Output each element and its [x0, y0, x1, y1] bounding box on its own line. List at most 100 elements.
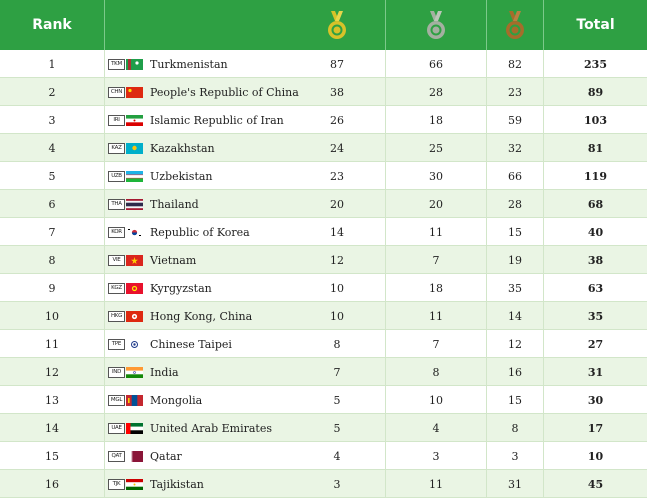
bronze-count: 8	[511, 421, 519, 435]
country-code-badge: VIE	[108, 254, 125, 266]
bronze-medal-icon	[504, 10, 526, 40]
column-divider	[486, 442, 487, 470]
flag-icon	[126, 170, 143, 182]
rank-cell: 4	[48, 141, 56, 155]
rank-cell: 14	[45, 421, 59, 435]
table-row: 13 MGL Mongolia 5 10 15 30	[0, 386, 647, 414]
silver-header	[386, 0, 486, 50]
rank-cell: 2	[48, 85, 56, 99]
gold-count: 8	[333, 337, 341, 351]
column-divider	[486, 386, 487, 414]
flag-icon	[126, 254, 143, 266]
column-divider	[385, 274, 386, 302]
column-divider	[385, 106, 386, 134]
country-cell: HKG Hong Kong, China	[108, 302, 385, 330]
table-row: 16 TJK Tajikistan 3 11 31 45	[0, 470, 647, 498]
silver-count: 25	[429, 141, 443, 155]
row-divider	[0, 385, 647, 386]
bronze-count: 15	[508, 225, 522, 239]
table-row: 7 KOR Republic of Korea 14 11 15 40	[0, 218, 647, 246]
rank-cell: 16	[45, 477, 59, 491]
flag-icon	[126, 394, 143, 406]
bronze-count: 31	[508, 477, 522, 491]
column-divider	[486, 78, 487, 106]
total-count: 31	[587, 365, 604, 379]
country-cell: VIE Vietnam	[108, 246, 385, 274]
column-divider	[104, 78, 105, 106]
country-code-badge: IND	[108, 366, 125, 378]
column-divider	[543, 78, 544, 106]
gold-count: 26	[330, 113, 344, 127]
column-divider	[486, 50, 487, 78]
total-count: 10	[587, 449, 604, 463]
column-divider	[543, 302, 544, 330]
bronze-count: 15	[508, 393, 522, 407]
bronze-count: 19	[508, 253, 522, 267]
gold-count: 10	[330, 281, 344, 295]
country-name: Mongolia	[150, 393, 203, 407]
country-name: Kyrgyzstan	[150, 281, 212, 295]
country-cell: QAT Qatar	[108, 442, 385, 470]
column-divider	[104, 162, 105, 190]
column-divider	[104, 218, 105, 246]
column-divider	[543, 134, 544, 162]
country-cell: UAE United Arab Emirates	[108, 414, 385, 442]
country-name: Chinese Taipei	[150, 337, 232, 351]
column-divider	[385, 190, 386, 218]
bronze-count: 59	[508, 113, 522, 127]
silver-count: 11	[429, 225, 443, 239]
table-row: 3 IRI Islamic Republic of Iran 26 18 59 103	[0, 106, 647, 134]
table-row: 2 CHN People's Republic of China 38 28 23 89	[0, 78, 647, 106]
country-cell: KOR Republic of Korea	[108, 218, 385, 246]
country-code-badge: IRI	[108, 114, 125, 126]
bronze-count: 14	[508, 309, 522, 323]
total-count: 119	[584, 169, 607, 183]
column-divider	[543, 442, 544, 470]
bronze-count: 23	[508, 85, 522, 99]
column-divider	[385, 302, 386, 330]
table-row: 6 THA Thailand 20 20 28 68	[0, 190, 647, 218]
table-row: 4 KAZ Kazakhstan 24 25 32 81	[0, 134, 647, 162]
flag-icon	[126, 338, 143, 350]
column-divider	[486, 162, 487, 190]
table-row: 12 IND India 7 8 16 31	[0, 358, 647, 386]
table-row: 15 QAT Qatar 4 3 3 10	[0, 442, 647, 470]
bronze-header	[487, 0, 543, 50]
column-divider	[104, 302, 105, 330]
rank-cell: 8	[48, 253, 56, 267]
country-name: Qatar	[150, 449, 182, 463]
rank-cell: 12	[45, 365, 59, 379]
column-divider	[543, 470, 544, 498]
column-divider	[486, 190, 487, 218]
table-row: 10 HKG Hong Kong, China 10 11 14 35	[0, 302, 647, 330]
bronze-count: 3	[511, 449, 519, 463]
bronze-count: 16	[508, 365, 522, 379]
column-divider	[104, 386, 105, 414]
silver-count: 11	[429, 309, 443, 323]
row-divider	[0, 273, 647, 274]
column-divider	[385, 470, 386, 498]
rank-cell: 15	[45, 449, 59, 463]
bronze-count: 66	[508, 169, 522, 183]
row-divider	[0, 357, 647, 358]
column-divider	[385, 162, 386, 190]
country-code-badge: KOR	[108, 226, 125, 238]
country-code-badge: TJK	[108, 478, 125, 490]
country-name: Thailand	[150, 197, 199, 211]
silver-count: 7	[432, 253, 440, 267]
country-cell: CHN People's Republic of China	[108, 78, 385, 106]
country-cell: KAZ Kazakhstan	[108, 134, 385, 162]
table-row: 9 KGZ Kyrgyzstan 10 18 35 63	[0, 274, 647, 302]
silver-count: 18	[429, 113, 443, 127]
flag-icon	[126, 310, 143, 322]
country-code-badge: UZB	[108, 170, 125, 182]
country-code-badge: MGL	[108, 394, 125, 406]
column-divider	[104, 358, 105, 386]
column-divider	[543, 246, 544, 274]
row-divider	[0, 77, 647, 78]
column-divider	[486, 0, 487, 50]
country-code-badge: HKG	[108, 310, 125, 322]
silver-count: 18	[429, 281, 443, 295]
column-divider	[385, 358, 386, 386]
flag-icon	[126, 86, 143, 98]
